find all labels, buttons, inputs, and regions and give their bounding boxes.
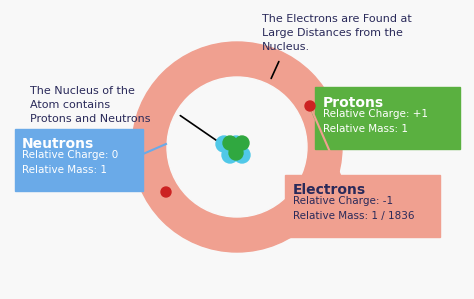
Circle shape bbox=[161, 187, 171, 197]
Circle shape bbox=[228, 136, 244, 152]
Circle shape bbox=[216, 136, 232, 152]
Text: The Nucleus of the
Atom contains
Protons and Neutrons: The Nucleus of the Atom contains Protons… bbox=[30, 86, 151, 124]
FancyBboxPatch shape bbox=[15, 129, 143, 191]
Circle shape bbox=[167, 77, 307, 217]
Text: The Electrons are Found at
Large Distances from the
Nucleus.: The Electrons are Found at Large Distanc… bbox=[262, 14, 412, 52]
Circle shape bbox=[223, 136, 237, 150]
Circle shape bbox=[305, 101, 315, 111]
Circle shape bbox=[222, 147, 238, 163]
Circle shape bbox=[235, 136, 249, 150]
Circle shape bbox=[132, 42, 342, 252]
Text: Relative Charge: 0
Relative Mass: 1: Relative Charge: 0 Relative Mass: 1 bbox=[22, 150, 118, 175]
Text: Relative Charge: +1
Relative Mass: 1: Relative Charge: +1 Relative Mass: 1 bbox=[323, 109, 428, 134]
FancyBboxPatch shape bbox=[315, 87, 460, 149]
FancyBboxPatch shape bbox=[285, 175, 440, 237]
Circle shape bbox=[229, 146, 243, 160]
Text: Neutrons: Neutrons bbox=[22, 137, 94, 151]
Text: Relative Charge: -1
Relative Mass: 1 / 1836: Relative Charge: -1 Relative Mass: 1 / 1… bbox=[293, 196, 414, 221]
Text: Electrons: Electrons bbox=[293, 183, 366, 197]
Circle shape bbox=[234, 147, 250, 163]
Text: Protons: Protons bbox=[323, 96, 384, 110]
